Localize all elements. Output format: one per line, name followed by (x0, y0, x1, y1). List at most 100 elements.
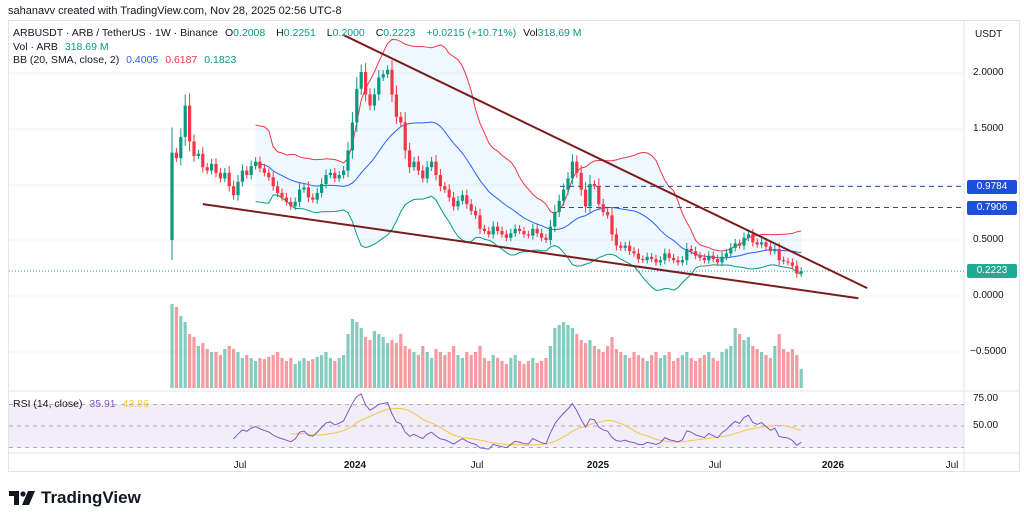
candle (720, 252, 724, 267)
candle (566, 172, 570, 195)
candle (487, 226, 491, 238)
volume-bar (311, 359, 315, 388)
candle-body (311, 197, 315, 200)
candle (245, 166, 249, 179)
candle (430, 156, 434, 172)
candle-body (509, 233, 513, 238)
volume-bar (610, 337, 614, 388)
volume-bar (298, 361, 302, 388)
candle (452, 191, 456, 211)
candle-body (782, 260, 786, 262)
volume-bar (394, 343, 398, 388)
candle-body (346, 150, 350, 171)
candle (474, 206, 478, 219)
bb-basis-value: 0.4005 (126, 54, 159, 66)
candle-body (738, 243, 742, 246)
candle (188, 93, 192, 152)
candle (724, 249, 728, 261)
volume-bar (641, 358, 645, 388)
volume-bar (746, 337, 750, 388)
candle (491, 221, 495, 239)
candle-body (280, 192, 284, 198)
volume-bar (694, 361, 698, 388)
candle-body (694, 251, 698, 256)
volume-bar (403, 346, 407, 388)
time-tick: Jul (470, 460, 484, 471)
rsi-legend[interactable]: RSI (14, close) 35.91 43.86 (13, 398, 153, 410)
candle (232, 180, 236, 200)
candle (755, 238, 759, 248)
volume-bar (452, 346, 456, 388)
volume-bar (566, 325, 570, 388)
candle (557, 194, 561, 217)
candle (548, 219, 552, 246)
volume-bar (711, 358, 715, 388)
volume-bar (702, 355, 706, 388)
volume-bar (306, 361, 310, 388)
volume-bar (650, 355, 654, 388)
volume-bar (333, 361, 337, 388)
volume-bar (562, 322, 566, 388)
symbol-title[interactable]: ARBUSDT · ARB / TetherUS · 1W · Binance (13, 27, 219, 39)
volume-bar (535, 362, 539, 388)
bb-legend[interactable]: BB (20, SMA, close, 2) 0.4005 0.6187 0.1… (13, 54, 240, 66)
candle (540, 228, 544, 242)
candle (504, 230, 508, 242)
candle (601, 198, 605, 217)
candle-body (707, 255, 711, 261)
volume-bar (592, 346, 596, 388)
volume-bar (289, 358, 293, 388)
candle-body (236, 181, 240, 196)
candle-body (799, 271, 803, 274)
candle (799, 267, 803, 277)
price-axis-currency[interactable]: USDT (975, 29, 1003, 40)
tradingview-logo[interactable]: TradingView (9, 488, 141, 508)
volume-bar (676, 358, 680, 388)
vol-label: Vol (523, 27, 538, 39)
candle (680, 256, 684, 266)
candle-body (368, 94, 372, 106)
candle-body (320, 184, 324, 193)
candle (214, 158, 218, 178)
volume-bar (768, 358, 772, 388)
volume-title: Vol · ARB (13, 41, 58, 53)
volume-bar (496, 358, 500, 388)
volume-bar (438, 352, 442, 388)
candle (768, 242, 772, 255)
volume-bar (773, 346, 777, 388)
candle (509, 228, 513, 242)
volume-bar (680, 355, 684, 388)
candle (218, 168, 222, 183)
candle (592, 180, 596, 190)
volume-legend[interactable]: Vol · ARB 318.69 M (13, 41, 113, 53)
candle-body (350, 122, 354, 151)
candle (716, 254, 720, 266)
candle-body (254, 161, 258, 167)
candle-body (205, 167, 209, 171)
volume-bar (645, 361, 649, 388)
candle (425, 161, 429, 184)
candle (403, 112, 407, 159)
volume-bar (262, 359, 266, 388)
candle-body (333, 172, 337, 179)
volume-bar (724, 349, 728, 388)
volume-bar (192, 337, 196, 388)
candle-body (685, 248, 689, 261)
volume-bar (667, 352, 671, 388)
volume-bar (491, 355, 495, 388)
candle (650, 252, 654, 263)
low-value: 0.2000 (332, 27, 365, 39)
candle-body (680, 260, 684, 263)
candle (447, 184, 451, 202)
volume-bar (672, 361, 676, 388)
candle-body (447, 189, 451, 198)
volume-bar (355, 322, 359, 388)
candle-body (408, 150, 412, 168)
candle (280, 188, 284, 202)
candle (262, 163, 266, 177)
volume-bar (500, 361, 504, 388)
chart-credit: sahanavv created with TradingView.com, N… (8, 5, 342, 17)
candle-body (460, 195, 464, 201)
candle-body (372, 94, 376, 106)
